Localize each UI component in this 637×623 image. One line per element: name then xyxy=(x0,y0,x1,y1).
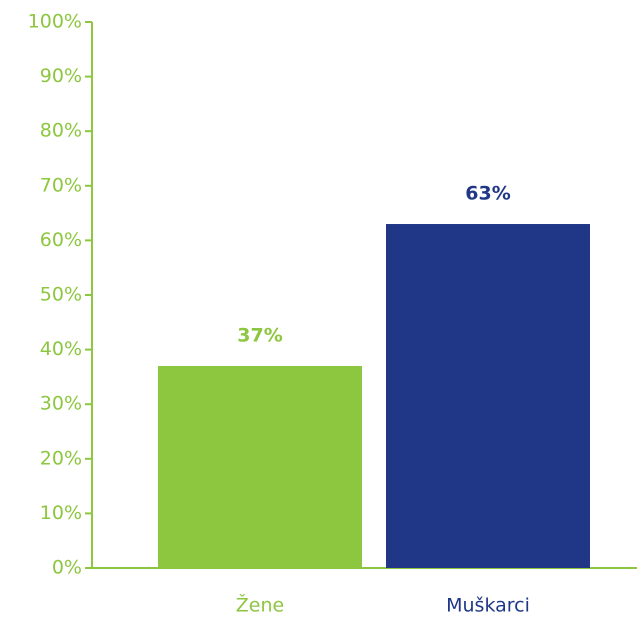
y-tick-label: 90% xyxy=(40,65,82,87)
y-tick-label: 70% xyxy=(40,174,82,196)
y-tick-label: 20% xyxy=(40,447,82,469)
x-tick-label: Muškarci xyxy=(446,595,530,617)
bar xyxy=(158,365,362,568)
y-tick-label: 50% xyxy=(40,284,82,306)
bar xyxy=(386,224,590,568)
y-tick-label: 10% xyxy=(40,502,82,524)
y-tick-label: 30% xyxy=(40,393,82,415)
value-label: 63% xyxy=(465,183,510,205)
value-label: 37% xyxy=(237,324,282,346)
y-tick-label: 0% xyxy=(52,557,82,579)
y-tick-label: 60% xyxy=(40,229,82,251)
y-tick-label: 80% xyxy=(40,120,82,142)
x-tick-label: Žene xyxy=(236,594,284,617)
y-tick-label: 40% xyxy=(40,338,82,360)
y-tick-label: 100% xyxy=(28,11,82,33)
